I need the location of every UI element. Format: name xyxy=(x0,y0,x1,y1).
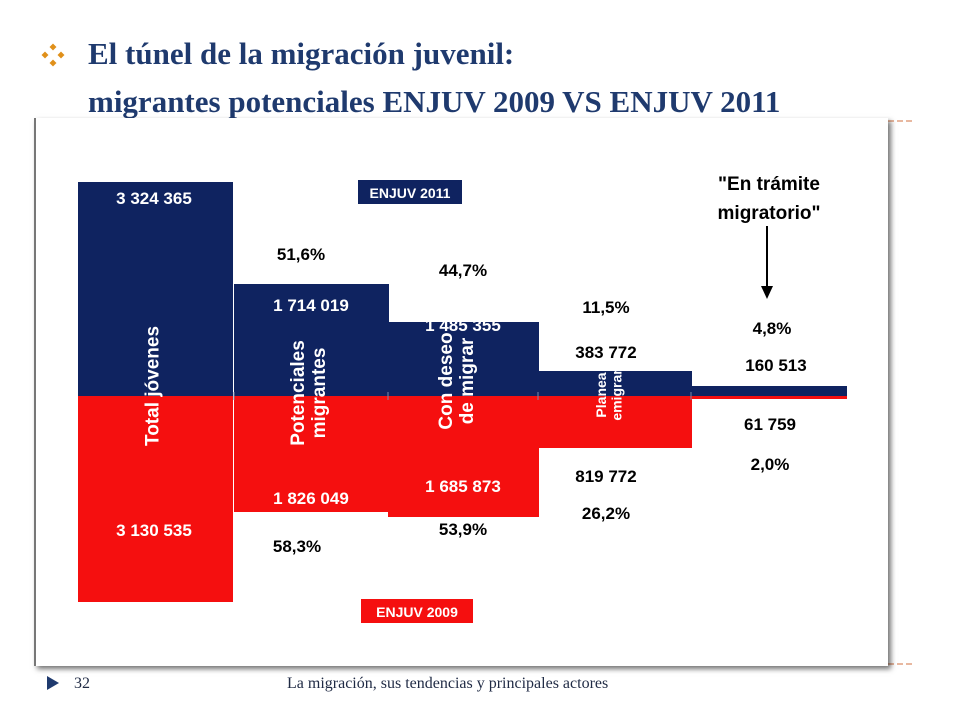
category-label-2: Con deseode migrar xyxy=(436,332,478,429)
legend-badge-2011 xyxy=(358,180,462,204)
bar-2009-0 xyxy=(78,396,233,602)
percent-label-2009-1: 58,3% xyxy=(273,537,321,556)
chart-frame: 3 324 365 1 714 019 1 485 355 383 772 160 51… xyxy=(34,118,888,666)
decorative-dash-top xyxy=(888,120,912,122)
legend-badge-2009 xyxy=(361,599,473,623)
category-label-0: Total jóvenes xyxy=(143,326,164,446)
page-number: 32 xyxy=(74,675,90,692)
value-label-2009-2: 1 685 873 xyxy=(425,477,501,496)
value-label-2011-1: 1 714 019 xyxy=(273,296,349,315)
percent-label-2009-2: 53,9% xyxy=(439,520,487,539)
value-label-2011-2: 1 485 355 xyxy=(425,316,501,335)
legend-label-2011: ENJUV 2011 xyxy=(370,185,451,201)
value-label-2011-0: 3 324 365 xyxy=(116,189,192,208)
value-label-2009-3: 819 772 xyxy=(575,467,636,486)
annotation-arrow-head xyxy=(761,286,773,299)
bar-2011-4 xyxy=(691,386,847,396)
value-label-2009-0: 3 130 535 xyxy=(116,521,192,540)
percent-label-2011-1: 51,6% xyxy=(277,245,325,264)
value-label-2011-4: 160 513 xyxy=(745,356,806,375)
triangle-arrow-icon xyxy=(47,676,59,690)
title-line-1: El túnel de la migración juvenil: xyxy=(88,36,515,71)
bar-2009-4 xyxy=(691,396,847,399)
percent-label-2011-4: 4,8% xyxy=(753,319,792,338)
category-label-3: Planeaemigrar xyxy=(593,369,624,421)
percent-label-2009-4: 2,0% xyxy=(751,455,790,474)
category-label-1: Potencialesmigrantes xyxy=(288,340,330,446)
diamond-bullet-icon xyxy=(40,42,66,68)
decorative-dash-bottom xyxy=(888,663,912,665)
value-label-2009-1: 1 826 049 xyxy=(273,489,349,508)
annotation-line-1: "En trámite xyxy=(718,174,820,195)
bar-2011-0 xyxy=(78,182,233,396)
legend-label-2009: ENJUV 2009 xyxy=(376,604,458,620)
value-label-2011-3: 383 772 xyxy=(575,343,636,362)
title-line-2: migrantes potenciales ENJUV 2009 VS ENJU… xyxy=(88,84,781,119)
annotation-line-2: migratorio" xyxy=(718,203,821,224)
value-label-2009-4: 61 759 xyxy=(744,415,796,434)
percent-label-2009-3: 26,2% xyxy=(582,504,630,523)
tunnel-chart: 3 324 365 1 714 019 1 485 355 383 772 160 51… xyxy=(78,174,847,623)
footer-text: La migración, sus tendencias y principal… xyxy=(287,675,609,692)
bar-2009-3 xyxy=(538,396,692,448)
percent-label-2011-2: 44,7% xyxy=(439,261,487,280)
bar-2011-1 xyxy=(234,284,389,396)
bar-2009-2 xyxy=(388,396,539,517)
bar-2011-3 xyxy=(538,371,692,396)
bar-2009-1 xyxy=(234,396,389,512)
bar-2011-2 xyxy=(388,322,539,396)
percent-label-2011-3: 11,5% xyxy=(582,298,629,317)
